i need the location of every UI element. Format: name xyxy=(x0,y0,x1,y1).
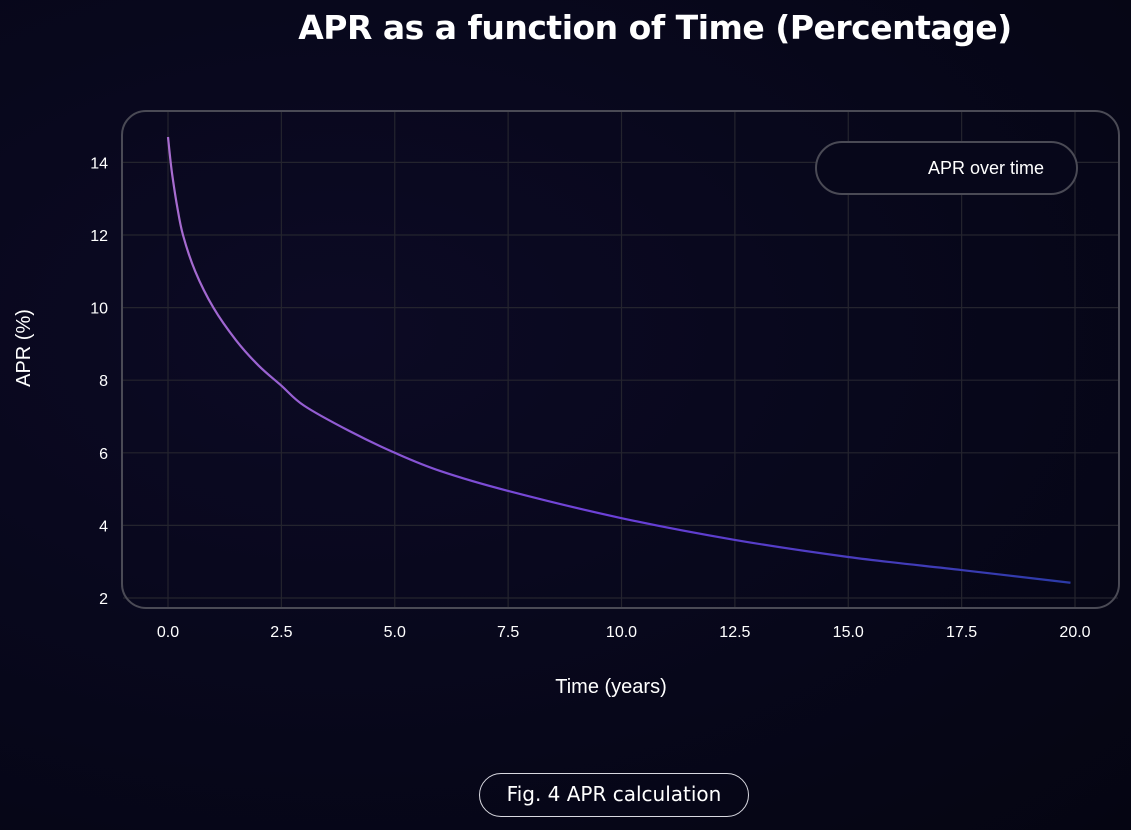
x-tick-label: 12.5 xyxy=(719,624,750,641)
chart-title: APR as a function of Time (Percentage) xyxy=(298,8,1012,47)
y-axis-label: APR (%) xyxy=(13,309,35,387)
x-tick-label: 2.5 xyxy=(270,624,292,641)
y-tick-label: 6 xyxy=(99,446,108,463)
x-tick-label: 7.5 xyxy=(497,624,519,641)
y-tick-label: 12 xyxy=(90,228,108,245)
x-tick-label: 15.0 xyxy=(833,624,864,641)
x-axis-label: Time (years) xyxy=(555,676,666,698)
x-tick-label: 10.0 xyxy=(606,624,637,641)
x-tick-label: 5.0 xyxy=(384,624,406,641)
series-line-apr xyxy=(166,136,1071,584)
y-tick-label: 4 xyxy=(99,518,108,535)
y-tick-label: 10 xyxy=(90,301,108,318)
x-tick-label: 17.5 xyxy=(946,624,977,641)
y-tick-label: 14 xyxy=(90,155,108,172)
legend-label: APR over time xyxy=(928,158,1044,178)
legend: APR over time xyxy=(815,141,1078,195)
plot-frame xyxy=(121,110,1120,609)
x-tick-label: 20.0 xyxy=(1059,624,1090,641)
x-tick-label: 0.0 xyxy=(157,624,179,641)
y-tick-label: 8 xyxy=(99,373,108,390)
figure-caption: Fig. 4 APR calculation xyxy=(479,773,749,817)
y-tick-label: 2 xyxy=(99,591,108,608)
